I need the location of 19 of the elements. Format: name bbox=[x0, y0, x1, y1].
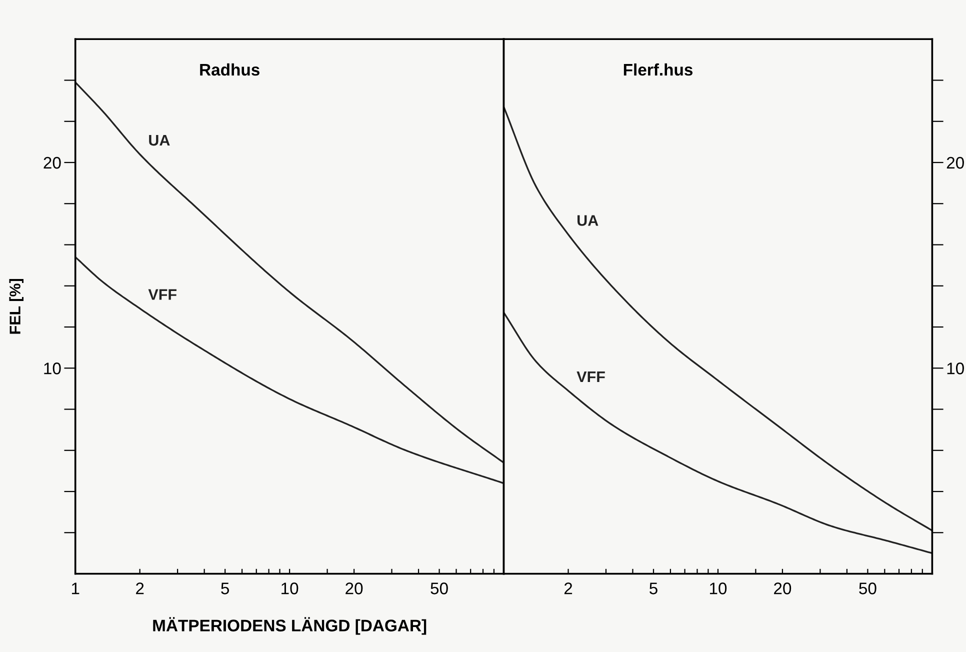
x-tick-label: 20 bbox=[774, 582, 792, 594]
series-label: VFF bbox=[148, 289, 176, 300]
x-tick-label: 1 bbox=[72, 582, 80, 594]
text: Radhus bbox=[200, 63, 260, 76]
x-axis-title: MÄTPERIODENS LÄNGD [DAGAR] bbox=[153, 617, 426, 635]
y-axis-title: FEL [%] bbox=[9, 279, 24, 334]
x-tick-label: 20 bbox=[346, 582, 363, 594]
series-label: UA bbox=[578, 215, 598, 226]
series-label: VFF bbox=[576, 372, 605, 382]
x-tick-label: 5 bbox=[650, 582, 658, 594]
x-tick-label: 2 bbox=[564, 582, 572, 594]
x-tick-label: 2 bbox=[136, 582, 144, 594]
x-tick-label: 50 bbox=[859, 582, 876, 594]
series-label: UA bbox=[149, 135, 170, 146]
x-tick-label: 5 bbox=[221, 582, 230, 594]
x-tick-label: 10 bbox=[282, 582, 298, 594]
x-tick-label: 10 bbox=[710, 582, 727, 594]
x-tick-label: 50 bbox=[430, 582, 448, 594]
text: Flerf.hus bbox=[624, 63, 693, 76]
